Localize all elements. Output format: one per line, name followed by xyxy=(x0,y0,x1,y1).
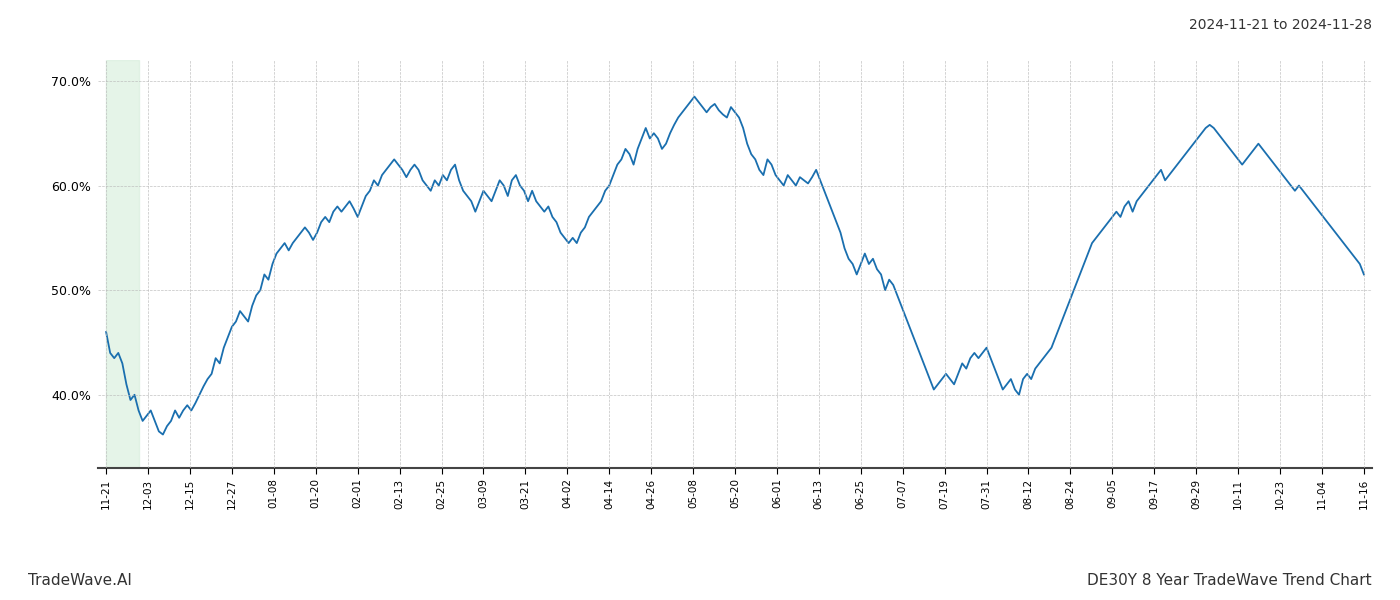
Text: TradeWave.AI: TradeWave.AI xyxy=(28,573,132,588)
Bar xyxy=(106,60,139,468)
Text: 2024-11-21 to 2024-11-28: 2024-11-21 to 2024-11-28 xyxy=(1189,18,1372,32)
Text: DE30Y 8 Year TradeWave Trend Chart: DE30Y 8 Year TradeWave Trend Chart xyxy=(1088,573,1372,588)
